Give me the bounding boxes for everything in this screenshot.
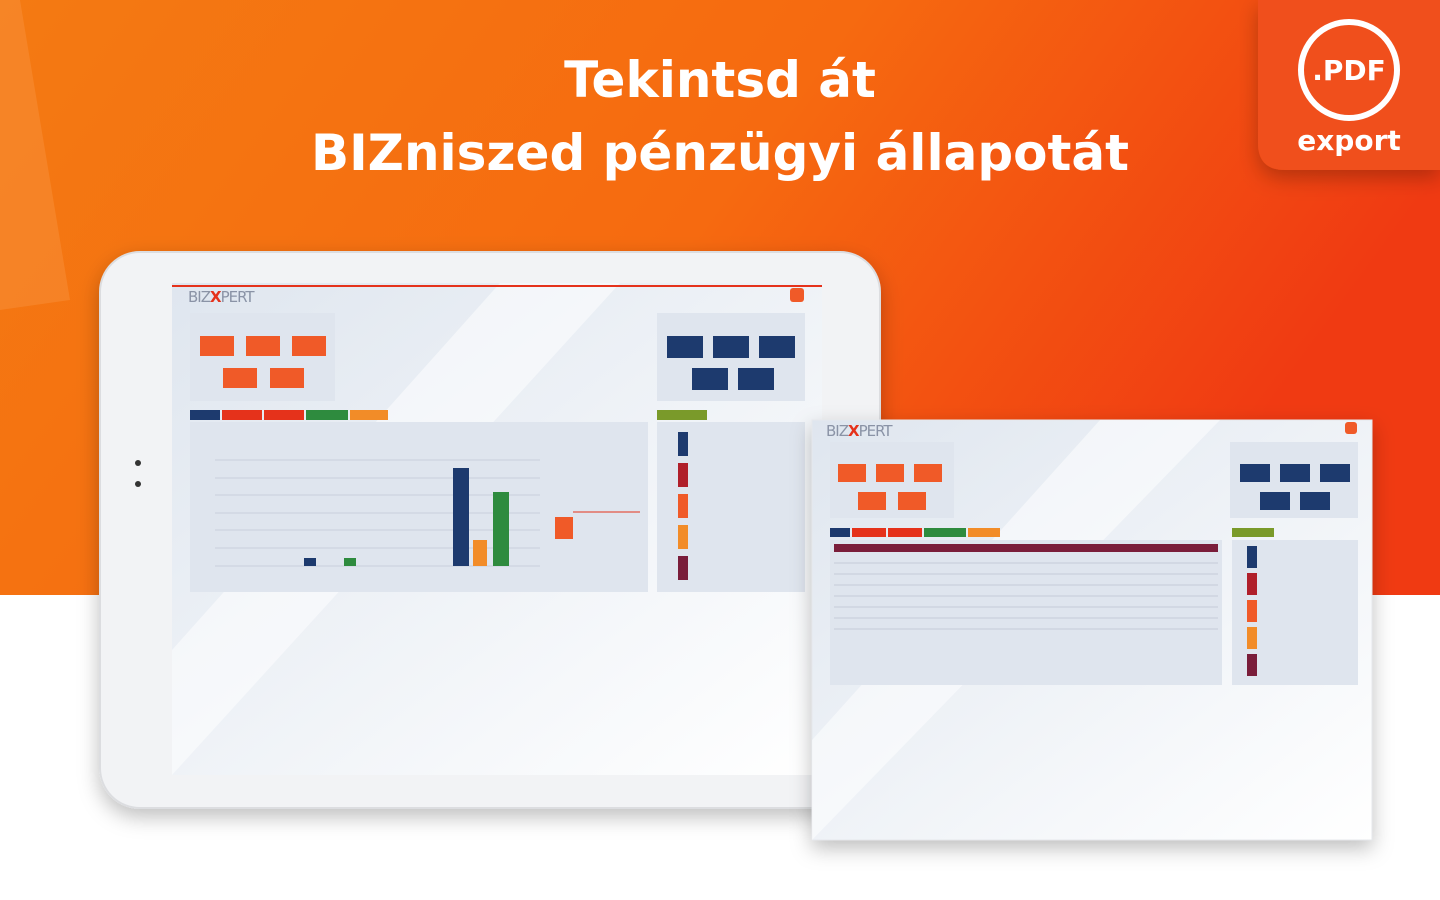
tablet-sensor (135, 481, 141, 487)
button[interactable] (270, 368, 304, 388)
screen-1: BIZXPERT (172, 283, 822, 775)
marker (1247, 627, 1257, 649)
app-logo: BIZXPERT (826, 422, 893, 440)
list-markers (1247, 546, 1257, 676)
tablet-sensor (135, 460, 141, 466)
close-button[interactable] (1345, 422, 1357, 434)
table-rows (834, 562, 1218, 630)
button[interactable] (692, 368, 728, 390)
marker (678, 432, 688, 456)
button[interactable] (292, 336, 326, 356)
badge-label: export (1297, 124, 1401, 157)
pdf-badge (1258, 0, 1440, 170)
side-button[interactable] (555, 517, 573, 539)
marker (678, 525, 688, 549)
tab[interactable] (968, 528, 1000, 537)
marker (1247, 573, 1257, 595)
navy-buttons (1240, 464, 1350, 510)
orange-buttons (200, 336, 326, 388)
button[interactable] (713, 336, 749, 358)
bar (344, 558, 356, 566)
button[interactable] (898, 492, 926, 510)
button[interactable] (200, 336, 234, 356)
screen-2: BIZXPERT (811, 419, 1373, 841)
button[interactable] (1260, 492, 1290, 510)
headline-line1: Tekintsd át (564, 51, 876, 109)
badge-format: .PDF (1312, 54, 1386, 87)
tab[interactable] (264, 410, 304, 420)
bar (493, 492, 509, 566)
tab[interactable] (350, 410, 388, 420)
close-button[interactable] (790, 288, 804, 302)
marker (678, 556, 688, 580)
list-markers (678, 432, 688, 580)
marker (1247, 600, 1257, 622)
bar (453, 468, 469, 566)
marker (678, 494, 688, 518)
button[interactable] (914, 464, 942, 482)
app-logo: BIZXPERT (188, 288, 255, 306)
table-header (834, 544, 1218, 552)
tab[interactable] (222, 410, 262, 420)
chart-bars (304, 468, 509, 566)
button[interactable] (1320, 464, 1350, 482)
tab[interactable] (852, 528, 886, 537)
button[interactable] (1280, 464, 1310, 482)
marker (1247, 654, 1257, 676)
tab[interactable] (924, 528, 966, 537)
bar (473, 540, 487, 566)
tab[interactable] (888, 528, 922, 537)
button[interactable] (759, 336, 795, 358)
navy-buttons (667, 336, 795, 390)
orange-buttons (838, 464, 942, 510)
tab[interactable] (190, 410, 220, 420)
button[interactable] (223, 368, 257, 388)
headline-line2: BIZniszed pénzügyi állapotát (311, 124, 1129, 182)
button[interactable] (246, 336, 280, 356)
button[interactable] (876, 464, 904, 482)
tab[interactable] (306, 410, 348, 420)
button[interactable] (1240, 464, 1270, 482)
tabs (190, 410, 707, 420)
tab[interactable] (1232, 528, 1274, 537)
button[interactable] (858, 492, 886, 510)
chart-panel (190, 422, 648, 592)
tab[interactable] (657, 410, 707, 420)
button[interactable] (1300, 492, 1330, 510)
panel (190, 313, 335, 401)
badge-circle (1298, 19, 1400, 121)
bar (304, 558, 316, 566)
tab[interactable] (830, 528, 850, 537)
tabs (830, 528, 1274, 537)
accent (0, 0, 70, 310)
marker (1247, 546, 1257, 568)
button[interactable] (667, 336, 703, 358)
button[interactable] (838, 464, 866, 482)
button[interactable] (738, 368, 774, 390)
marker (678, 463, 688, 487)
table-panel (830, 540, 1222, 685)
